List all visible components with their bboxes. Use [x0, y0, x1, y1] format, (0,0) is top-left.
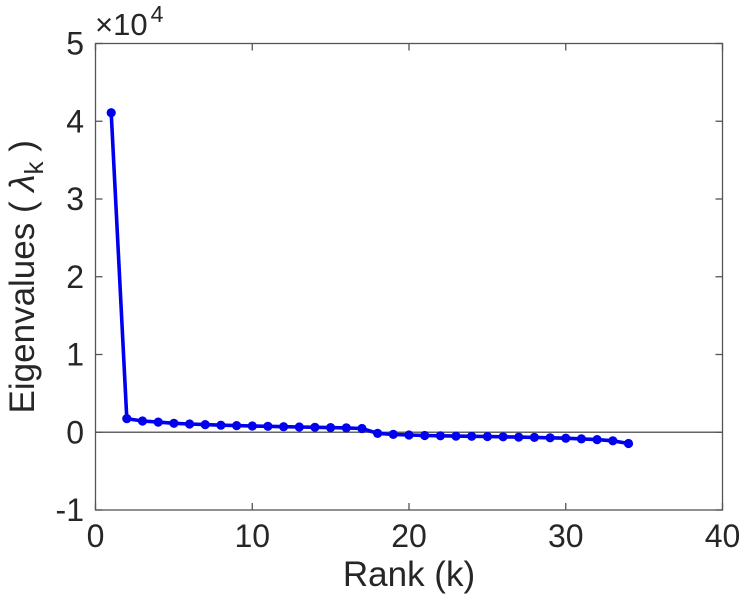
data-point-marker	[169, 418, 179, 428]
data-point-marker	[623, 438, 634, 449]
data-point-marker	[106, 108, 116, 118]
data-point-marker	[216, 420, 226, 430]
data-point-marker	[545, 433, 555, 443]
y-tick-label: 2	[66, 259, 84, 295]
data-point-marker	[185, 419, 195, 429]
data-point-marker	[357, 423, 367, 434]
data-point-marker	[263, 421, 273, 431]
data-point-marker	[373, 428, 383, 438]
x-tick-label: 30	[548, 518, 584, 554]
data-point-marker	[451, 431, 461, 441]
data-point-marker	[404, 430, 414, 440]
data-point-marker	[482, 431, 492, 442]
y-tick-label: 0	[66, 414, 84, 450]
data-point-marker	[498, 432, 508, 442]
y-tick-label: 5	[66, 26, 84, 62]
data-point-marker	[122, 414, 132, 424]
x-tick-label: 20	[391, 518, 427, 554]
data-point-marker	[388, 429, 398, 439]
data-point-marker	[467, 431, 477, 441]
data-point-marker	[561, 433, 571, 443]
data-point-marker	[576, 434, 587, 444]
data-point-marker	[294, 422, 304, 432]
data-point-marker	[514, 432, 524, 442]
y-tick-label: 3	[66, 181, 84, 217]
y-axis-multiplier-exponent: 4	[151, 1, 164, 27]
data-point-marker	[232, 421, 242, 431]
data-point-marker	[435, 431, 445, 441]
y-axis-multiplier: ×10 4	[95, 1, 164, 42]
y-tick-label: 1	[66, 337, 84, 373]
data-point-marker	[153, 417, 163, 427]
y-axis-label-part-3: )	[3, 140, 42, 161]
data-point-marker	[279, 422, 289, 432]
y-tick-label: 4	[66, 103, 84, 139]
y-tick-label: -1	[56, 492, 84, 528]
data-point-marker	[200, 420, 210, 430]
data-point-marker	[529, 432, 540, 442]
data-point-marker	[247, 421, 257, 431]
data-point-marker	[592, 435, 602, 445]
data-point-marker	[137, 416, 148, 426]
y-axis-label-part-2: k	[19, 160, 49, 174]
data-point-marker	[420, 430, 430, 441]
y-axis-label-part-0: Eigenvalues (	[3, 192, 42, 414]
data-point-marker	[310, 422, 320, 432]
data-point-marker	[341, 423, 351, 433]
data-point-marker	[608, 436, 618, 446]
y-axis-label-part-1: λ	[3, 174, 42, 193]
x-tick-label: 0	[87, 518, 105, 554]
data-point-marker	[326, 423, 336, 433]
x-tick-label: 10	[234, 518, 270, 554]
y-axis-label: Eigenvalues ( λk )	[3, 140, 49, 413]
eigenvalue-line	[109, 110, 631, 446]
x-axis-label: Rank (k)	[343, 555, 475, 594]
x-tick-label: 40	[705, 518, 741, 554]
